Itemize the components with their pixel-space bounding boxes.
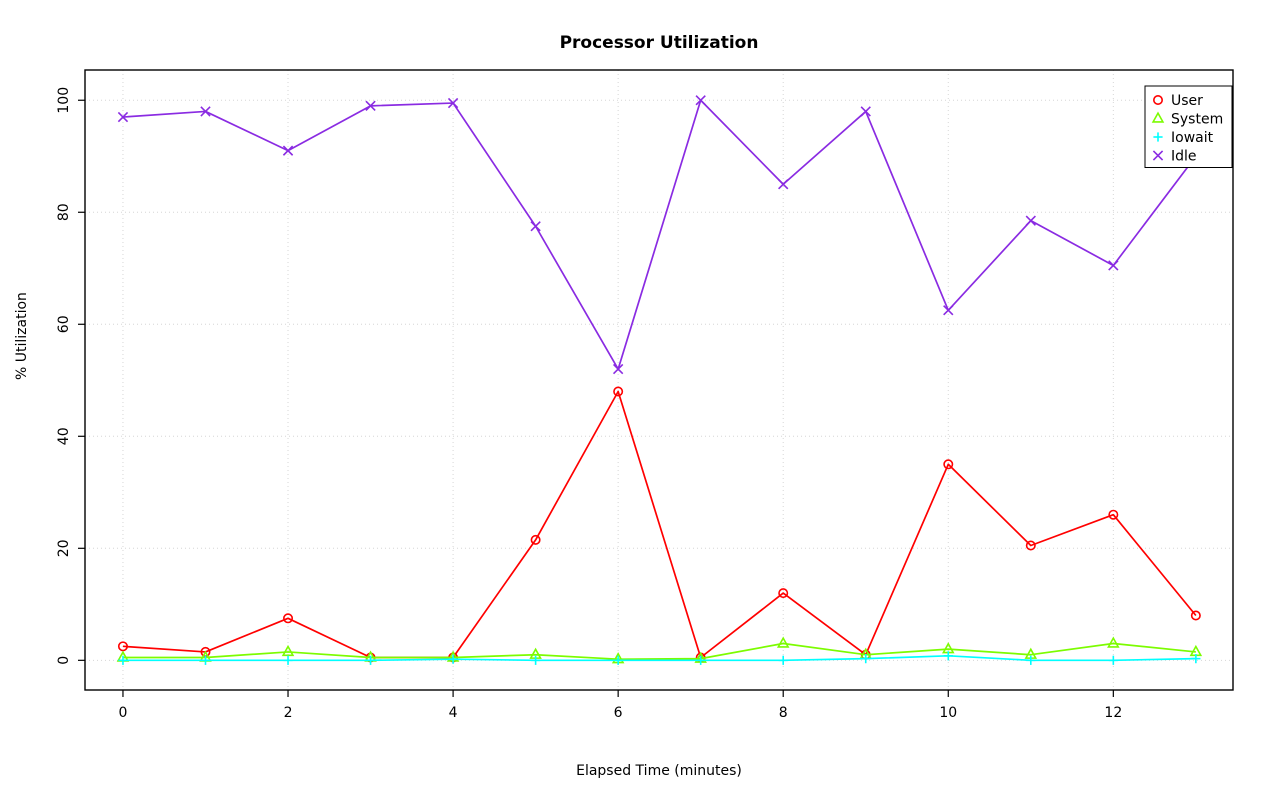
x-axis-label: Elapsed Time (minutes) <box>576 763 742 779</box>
chart-title: Processor Utilization <box>559 33 759 53</box>
x-tick-label: 2 <box>284 705 293 721</box>
series-point <box>613 386 624 397</box>
series-point <box>117 111 129 123</box>
y-tick-label: 100 <box>56 87 72 114</box>
series-point <box>612 363 624 375</box>
legend: User System Iowait Idle <box>1144 85 1233 168</box>
y-tick-label: 0 <box>56 656 72 665</box>
series-point <box>530 534 541 545</box>
series-point <box>282 145 294 156</box>
legend-label: Idle <box>1171 149 1197 165</box>
series-point <box>281 644 295 657</box>
series-point <box>1153 95 1164 106</box>
series-point <box>1108 509 1119 520</box>
series-point <box>1108 260 1119 271</box>
series-point <box>1025 540 1036 551</box>
series-point <box>942 642 955 654</box>
legend-label: Iowait <box>1171 130 1214 146</box>
plot-border <box>84 69 1234 691</box>
series-system <box>116 636 1203 664</box>
y-tick-label: 40 <box>56 427 72 445</box>
x-tick-label: 8 <box>779 705 788 721</box>
series-point <box>943 459 954 470</box>
series-point <box>1152 150 1164 161</box>
series-point <box>778 179 789 190</box>
series-point <box>776 636 790 648</box>
x-tick-label: 12 <box>1104 705 1122 721</box>
series-point <box>1151 111 1165 123</box>
series-line <box>122 642 1196 661</box>
series-point <box>365 100 376 112</box>
grid-lines <box>85 70 1233 690</box>
series-point <box>447 97 459 109</box>
axes: 0 2 4 6 8 10 12 0 20 40 60 80 100 <box>56 87 1122 721</box>
legend-label: User <box>1171 93 1203 109</box>
series-point <box>860 106 871 117</box>
series-user <box>117 386 1201 663</box>
series-point <box>943 305 954 316</box>
y-tick-label: 20 <box>56 539 72 557</box>
series-line <box>122 99 1197 370</box>
series-point <box>1107 636 1120 648</box>
series-point <box>1190 610 1201 621</box>
series-line <box>122 390 1197 659</box>
y-tick-label: 80 <box>56 203 72 221</box>
series-point <box>283 613 294 624</box>
x-tick-label: 6 <box>614 705 623 721</box>
x-tick-label: 0 <box>119 705 128 721</box>
x-tick-label: 10 <box>939 705 957 721</box>
series-point <box>695 95 706 106</box>
series-iowait <box>118 651 1201 665</box>
series-point <box>200 106 211 117</box>
legend-label: System <box>1171 112 1223 128</box>
series-point <box>530 221 541 232</box>
series-point <box>1025 215 1036 226</box>
series-idle <box>117 95 1202 375</box>
x-tick-label: 4 <box>449 705 458 721</box>
series-point <box>778 588 789 599</box>
series-line <box>122 654 1196 662</box>
y-tick-label: 60 <box>56 315 72 333</box>
